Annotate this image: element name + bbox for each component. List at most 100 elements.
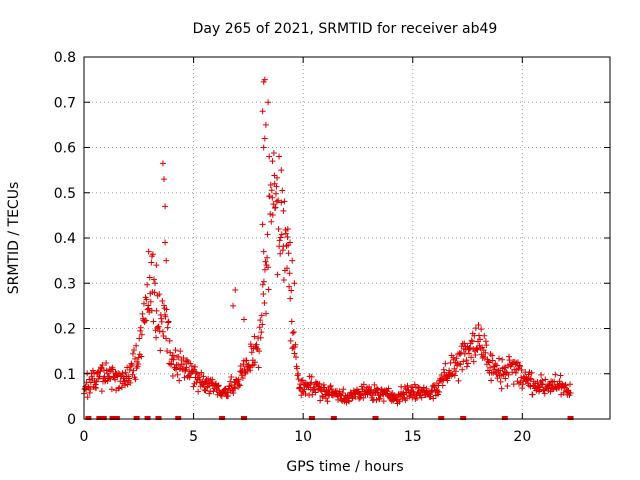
data-point xyxy=(156,328,163,335)
data-point xyxy=(267,182,274,189)
data-point xyxy=(440,366,447,373)
data-point xyxy=(262,258,269,265)
data-point xyxy=(271,205,278,212)
data-point xyxy=(444,377,451,384)
data-point xyxy=(275,197,282,204)
data-point xyxy=(436,389,443,396)
data-point xyxy=(410,388,417,395)
x-tick-label: 15 xyxy=(404,429,422,445)
data-point xyxy=(316,380,323,387)
data-point xyxy=(567,390,574,397)
data-point xyxy=(205,375,212,382)
data-point xyxy=(174,371,181,378)
data-point xyxy=(527,375,534,382)
data-point xyxy=(384,388,391,395)
data-point xyxy=(296,384,303,391)
data-point xyxy=(135,354,142,361)
data-point xyxy=(143,317,150,324)
data-point xyxy=(190,383,197,390)
data-point xyxy=(204,384,211,391)
data-point xyxy=(278,231,285,238)
data-point xyxy=(523,377,530,384)
data-point xyxy=(262,121,269,128)
data-point xyxy=(162,313,169,320)
x-axis-label: GPS time / hours xyxy=(286,459,403,475)
data-point xyxy=(396,398,403,405)
data-point xyxy=(352,393,359,400)
data-point xyxy=(485,358,492,365)
data-point xyxy=(257,317,264,324)
data-point xyxy=(439,382,446,389)
data-point xyxy=(225,393,232,400)
data-point xyxy=(266,153,273,160)
data-point xyxy=(457,361,464,368)
data-point xyxy=(289,330,296,337)
data-point xyxy=(285,250,292,257)
data-point xyxy=(538,380,545,387)
data-point xyxy=(236,381,243,388)
data-point xyxy=(259,108,266,115)
data-point xyxy=(276,153,283,160)
data-point xyxy=(165,318,172,325)
data-point xyxy=(461,340,468,347)
data-point xyxy=(499,356,506,363)
data-point xyxy=(481,354,488,361)
data-point xyxy=(493,362,500,369)
data-point xyxy=(376,395,383,402)
data-point xyxy=(276,237,283,244)
data-point xyxy=(247,367,254,374)
data-point xyxy=(189,368,196,375)
data-point xyxy=(468,337,475,344)
data-point xyxy=(259,321,266,328)
y-tick-label: 0.6 xyxy=(54,141,76,157)
data-point xyxy=(487,364,494,371)
data-point xyxy=(200,373,207,380)
data-point xyxy=(260,144,267,151)
gap-marker xyxy=(240,416,247,420)
gap-marker xyxy=(438,416,445,420)
data-point xyxy=(466,350,473,357)
data-point xyxy=(506,357,513,364)
data-point xyxy=(287,337,294,344)
data-point xyxy=(163,335,170,342)
data-point xyxy=(404,382,411,389)
data-point xyxy=(164,347,171,354)
data-point xyxy=(148,259,155,266)
data-point xyxy=(468,354,475,361)
data-point xyxy=(420,384,427,391)
data-point xyxy=(269,158,276,165)
data-point xyxy=(478,326,485,333)
data-point xyxy=(369,392,376,399)
data-point xyxy=(281,198,288,205)
data-point xyxy=(489,352,496,359)
gap-marker xyxy=(155,416,162,420)
scatter-series xyxy=(81,76,574,407)
gap-marker xyxy=(460,416,467,420)
data-point xyxy=(266,193,273,200)
data-point xyxy=(288,287,295,294)
data-point xyxy=(148,253,155,260)
data-point xyxy=(490,363,497,370)
gap-marker xyxy=(501,416,508,420)
data-point xyxy=(235,383,242,390)
data-point xyxy=(110,373,117,380)
data-point xyxy=(230,389,237,396)
data-point xyxy=(518,374,525,381)
data-point xyxy=(156,291,163,298)
data-point xyxy=(169,373,176,380)
data-point xyxy=(253,341,260,348)
data-point xyxy=(292,341,299,348)
data-point xyxy=(349,394,356,401)
data-point xyxy=(143,296,150,303)
data-point xyxy=(87,379,94,386)
y-tick-label: 0.2 xyxy=(54,322,76,338)
data-point xyxy=(147,298,154,305)
data-point xyxy=(555,384,562,391)
data-point xyxy=(497,378,504,385)
data-point xyxy=(138,353,145,360)
data-point xyxy=(295,370,302,377)
data-point xyxy=(294,365,301,372)
data-point xyxy=(506,353,513,360)
data-point xyxy=(267,211,274,218)
data-point xyxy=(346,398,353,405)
